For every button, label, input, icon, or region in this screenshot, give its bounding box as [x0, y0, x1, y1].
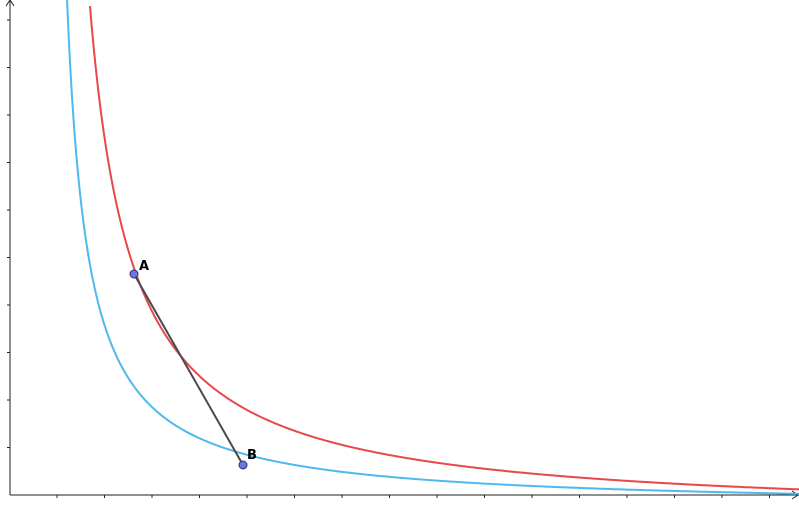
point-b[interactable]: [238, 460, 248, 470]
x-axis-arrow: [791, 490, 799, 500]
y-axis-ticks: [7, 19, 10, 448]
point-a[interactable]: [129, 269, 139, 279]
blue-curve: [66, 0, 799, 495]
point-b-label: B: [247, 448, 257, 463]
x-axis-ticks: [56, 495, 770, 498]
segment-ab: [133, 273, 244, 466]
axes: [5, 0, 799, 500]
red-curve: [89, 6, 799, 491]
point-a-label: A: [139, 259, 149, 274]
y-axis-arrow: [5, 0, 15, 7]
